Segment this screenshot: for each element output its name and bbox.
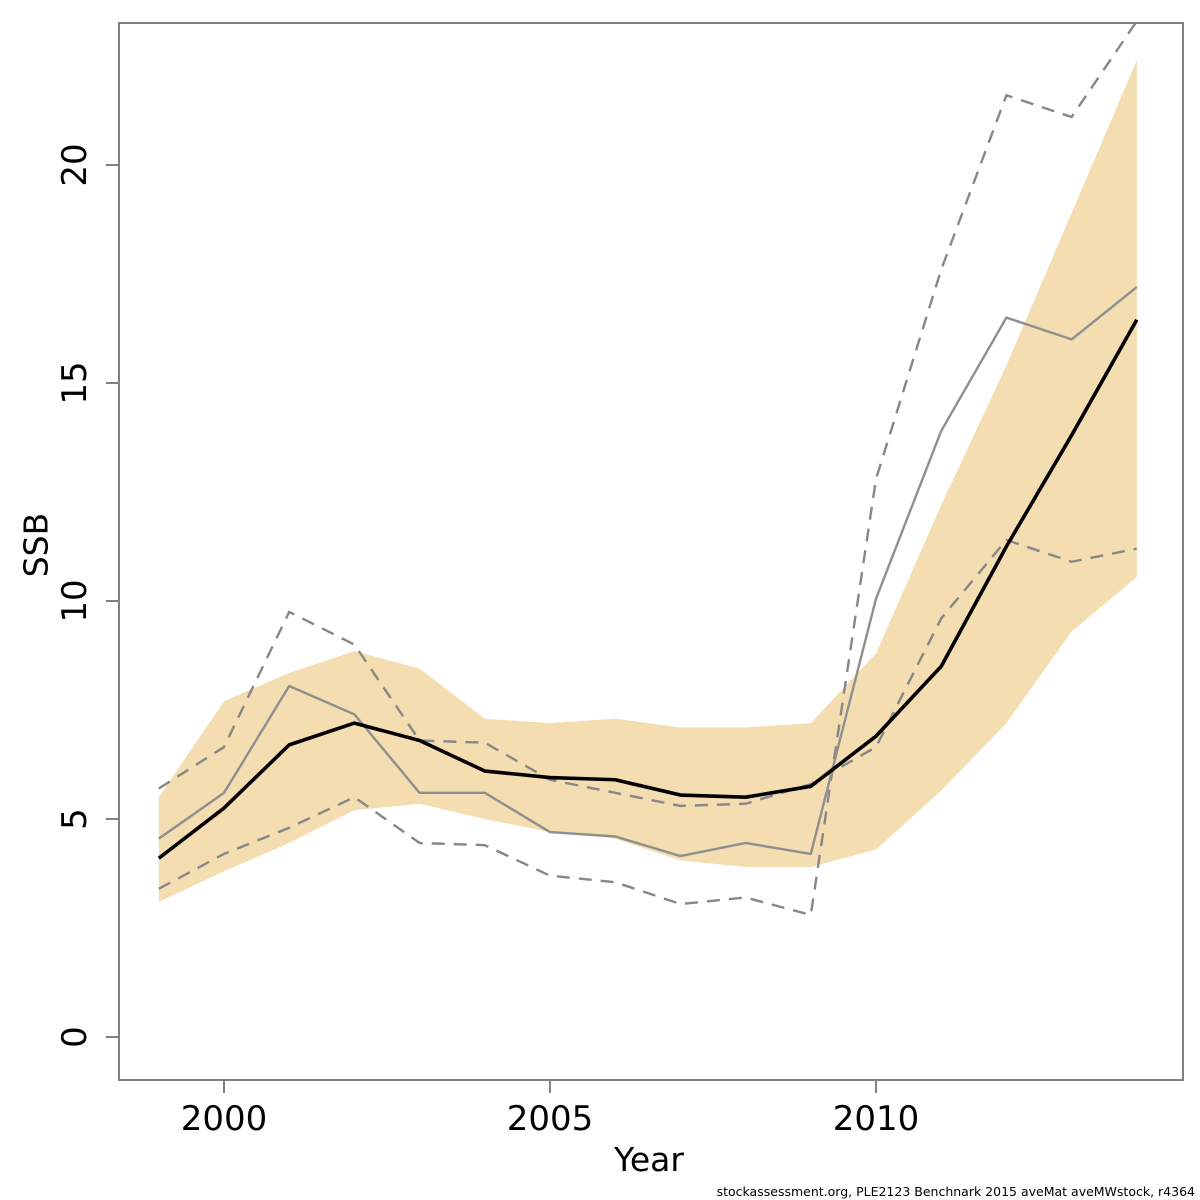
x-axis-title: Year xyxy=(614,1140,684,1179)
confidence-band xyxy=(158,60,1137,902)
dashed-bound-line-2 xyxy=(158,23,1137,917)
y-tick-label: 5 xyxy=(55,808,95,830)
x-tick-label: 2000 xyxy=(181,1099,268,1139)
ssb-estimate-line xyxy=(157,318,1139,860)
footer-watermark: stockassessment.org, PLE2123 Benchnark 2… xyxy=(716,1184,1195,1199)
x-tick-label: 2010 xyxy=(833,1099,920,1139)
plot-border xyxy=(118,22,1184,1081)
y-tick-label: 20 xyxy=(55,143,95,186)
y-tick-label: 0 xyxy=(55,1026,95,1048)
y-axis-title: SSB xyxy=(16,512,56,578)
x-tick-label: 2005 xyxy=(507,1099,594,1139)
y-tick-label: 15 xyxy=(55,361,95,404)
alternative-run-line xyxy=(158,286,1138,858)
y-tick-label: 10 xyxy=(55,579,95,622)
